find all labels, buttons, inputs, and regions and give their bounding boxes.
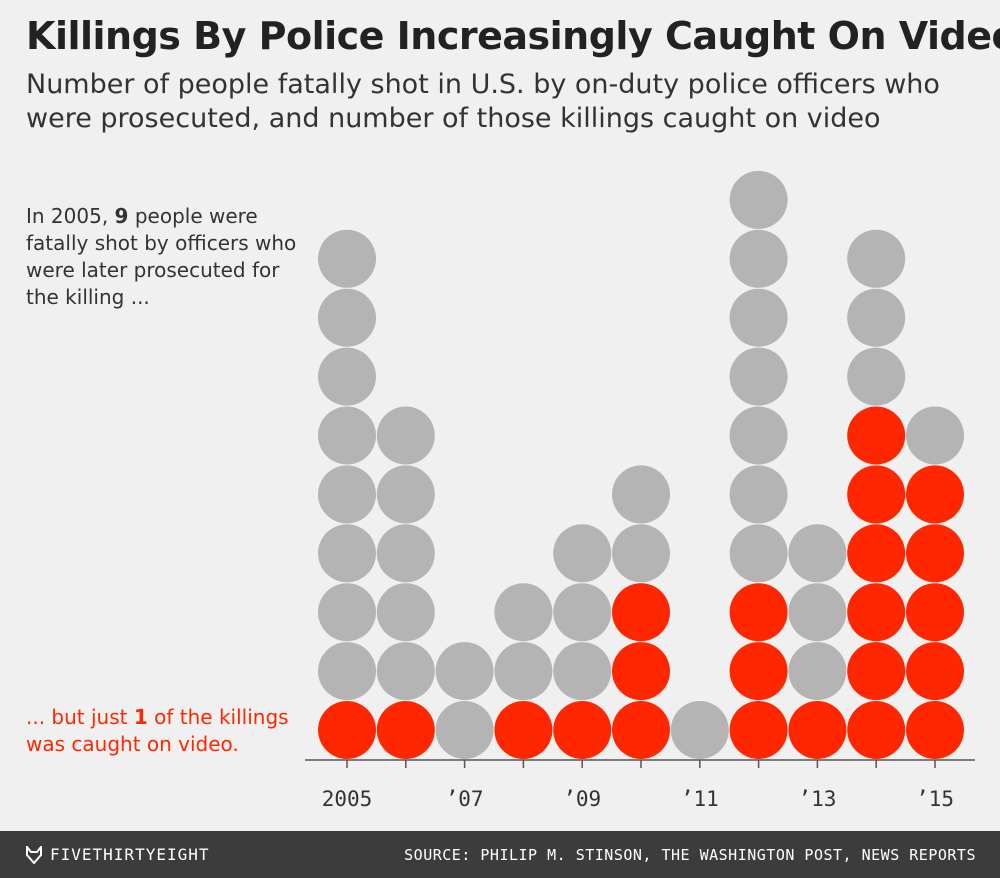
dot-not-video-2006 (376, 406, 435, 465)
dot-not-video-2014 (847, 288, 906, 347)
dot-not-video-2005 (318, 524, 376, 583)
dot-not-video-2008 (494, 583, 553, 642)
dot-video-2005 (318, 701, 376, 759)
dot-video-2015 (906, 465, 964, 524)
dot-not-video-2012 (729, 524, 788, 583)
x-tick-label: ’15 (916, 787, 954, 811)
dot-not-video-2009 (553, 642, 612, 701)
dot-video-2014 (847, 524, 906, 583)
dot-not-video-2012 (729, 288, 788, 347)
dot-not-video-2012 (729, 347, 788, 406)
dot-video-2015 (906, 583, 964, 642)
dot-not-video-2009 (553, 583, 612, 642)
dot-not-video-2005 (318, 406, 376, 465)
dot-not-video-2013 (788, 524, 847, 583)
dot-not-video-2005 (318, 583, 376, 642)
dot-not-video-2012 (729, 170, 788, 229)
dot-not-video-2005 (318, 642, 376, 701)
dot-video-2010 (612, 701, 670, 759)
x-tick-label: ’09 (563, 787, 601, 811)
dot-not-video-2014 (847, 347, 906, 406)
dot-not-video-2012 (729, 465, 788, 524)
dot-not-video-2006 (376, 642, 435, 701)
dot-video-2015 (906, 524, 964, 583)
dot-not-video-2009 (553, 524, 612, 583)
x-tick-label: ’11 (681, 787, 719, 811)
dot-video-2015 (906, 701, 964, 759)
dot-group (318, 170, 964, 759)
x-tick-label: ’13 (798, 787, 836, 811)
dot-video-2012 (729, 642, 788, 701)
dot-video-2014 (847, 465, 906, 524)
dot-video-2012 (729, 583, 788, 642)
annotation-top-number: 9 (114, 204, 129, 228)
dot-not-video-2006 (376, 524, 435, 583)
source-note: SOURCE: PHILIP M. STINSON, THE WASHINGTO… (404, 846, 976, 864)
dot-video-2010 (612, 583, 670, 642)
dot-video-2006 (376, 701, 435, 759)
dot-not-video-2005 (318, 347, 376, 406)
brand: FIVETHIRTYEIGHT (26, 845, 210, 864)
fox-logo-icon (26, 845, 42, 864)
dot-not-video-2006 (376, 465, 435, 524)
dot-not-video-2013 (788, 642, 847, 701)
dot-video-2015 (906, 642, 964, 701)
dot-video-2014 (847, 406, 906, 465)
annotation-bottom: ... but just 1 of the killings was caugh… (26, 704, 326, 758)
annotation-bottom-pre: ... but just (26, 705, 134, 729)
dot-not-video-2011 (670, 701, 729, 759)
dot-video-2012 (729, 701, 788, 759)
dot-not-video-2007 (435, 642, 494, 701)
dot-not-video-2014 (847, 229, 906, 288)
dot-not-video-2015 (906, 406, 964, 465)
annotation-bottom-post: of the killings was caught on video. (26, 705, 289, 756)
annotation-top-pre: In 2005, (26, 204, 115, 228)
chart-title: Killings By Police Increasingly Caught O… (26, 14, 1000, 58)
dot-not-video-2008 (494, 642, 553, 701)
annotation-top: In 2005, 9 people were fatally shot by o… (26, 203, 316, 311)
footer-bar: FIVETHIRTYEIGHT SOURCE: PHILIP M. STINSO… (0, 831, 1000, 878)
dot-not-video-2010 (612, 524, 670, 583)
annotation-bottom-number: 1 (133, 705, 148, 729)
dot-not-video-2012 (729, 406, 788, 465)
annotation-top-post: people were fatally shot by officers who… (26, 204, 297, 309)
x-axis-ticks: 2005 ’07 ’09 ’11 ’13 ’15 (322, 760, 954, 811)
x-tick-label: ’07 (446, 787, 484, 811)
dot-video-2014 (847, 642, 906, 701)
dot-not-video-2012 (729, 229, 788, 288)
chart-subtitle: Number of people fatally shot in U.S. by… (26, 69, 940, 134)
x-tick-label: 2005 (322, 787, 373, 811)
dot-stack-chart: 2005 ’07 ’09 ’11 ’13 ’15 (305, 170, 975, 811)
brand-name: FIVETHIRTYEIGHT (50, 845, 210, 864)
dot-video-2014 (847, 701, 906, 759)
dot-video-2013 (788, 701, 847, 759)
dot-not-video-2006 (376, 583, 435, 642)
dot-video-2008 (494, 701, 553, 759)
dot-video-2010 (612, 642, 670, 701)
dot-not-video-2007 (435, 701, 494, 759)
dot-not-video-2010 (612, 465, 670, 524)
dot-video-2009 (553, 701, 612, 759)
dot-not-video-2005 (318, 465, 376, 524)
dot-not-video-2005 (318, 288, 376, 347)
dot-not-video-2005 (318, 229, 376, 288)
dot-not-video-2013 (788, 583, 847, 642)
dot-video-2014 (847, 583, 906, 642)
